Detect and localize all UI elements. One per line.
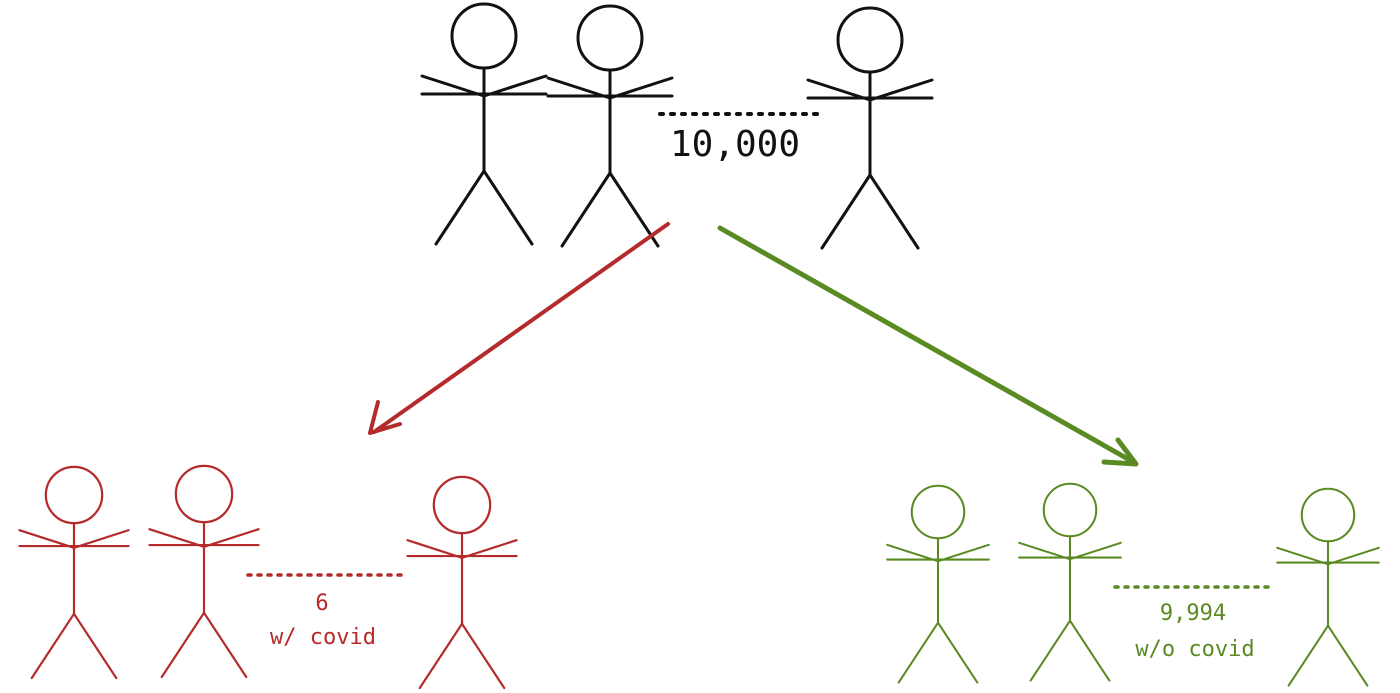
arrow-to-positive bbox=[368, 222, 670, 435]
negative-group bbox=[886, 482, 1380, 687]
positive-group bbox=[18, 464, 518, 690]
positive-count-label: 6 bbox=[315, 591, 328, 616]
person-figure bbox=[1018, 482, 1122, 682]
person-figure bbox=[1276, 487, 1380, 687]
person-figure bbox=[148, 464, 260, 679]
total-group bbox=[420, 2, 934, 250]
person-figure bbox=[18, 465, 130, 680]
person-figure bbox=[406, 475, 518, 690]
total-count-label: 10,000 bbox=[670, 124, 800, 165]
positive-description-label: w/ covid bbox=[270, 625, 376, 650]
arrow-to-negative bbox=[717, 225, 1139, 467]
person-figure bbox=[546, 4, 674, 248]
person-figure bbox=[886, 484, 990, 684]
negative-count-label: 9,994 bbox=[1160, 601, 1226, 626]
person-figure bbox=[420, 2, 548, 246]
negative-description-label: w/o covid bbox=[1135, 637, 1254, 662]
person-figure bbox=[806, 6, 934, 250]
